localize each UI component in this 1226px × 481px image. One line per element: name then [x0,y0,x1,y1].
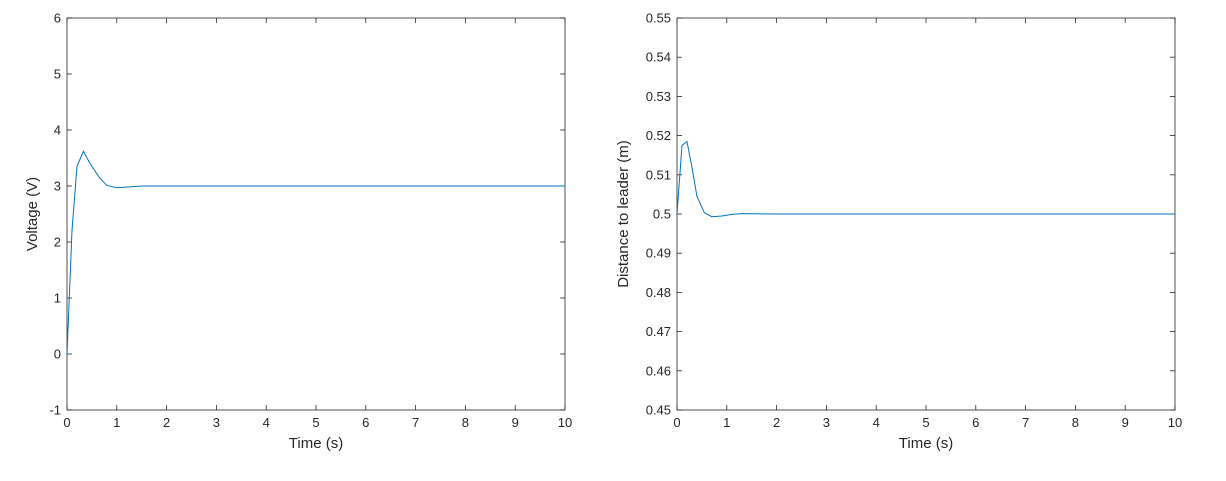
y-tick-label: 0.48 [646,285,671,300]
y-tick-label: 0.5 [653,207,671,222]
x-tick-label: 9 [1122,415,1129,430]
x-tick-label: 0 [63,415,70,430]
y-tick-label: 0.47 [646,324,671,339]
y-tick-label: 0.49 [646,246,671,261]
x-tick-label: 2 [163,415,170,430]
y-tick-label: 3 [54,179,61,194]
y-axis-label: Voltage (V) [24,177,41,251]
x-tick-label: 0 [673,415,680,430]
x-tick-label: 4 [263,415,270,430]
x-tick-label: 6 [972,415,979,430]
distance-plot: 0 1 2 3 4 5 6 7 8 9 10 0.45 0.46 0.47 0.48 0.49 0.5 0.51 0… [615,11,1182,453]
x-tick-label: 2 [773,415,780,430]
y-tick-label: 4 [54,123,61,138]
y-tick-label: 0.45 [646,403,671,418]
x-tick-label: 5 [922,415,929,430]
y-tick-label: 0.51 [646,167,671,182]
x-tick-label: 3 [213,415,220,430]
x-tick-label: 10 [558,415,572,430]
y-tick-label: 6 [54,11,61,26]
x-tick-label: 1 [723,415,730,430]
y-tick-label: 2 [54,235,61,250]
series-line [676,140,1175,218]
y-tick-label: 0.53 [646,89,671,104]
x-axis-label: Time (s) [289,435,343,452]
x-tick-label: 7 [1022,415,1029,430]
x-tick-label: 8 [1072,415,1079,430]
plot-area-box [66,17,566,411]
x-tick-label: 7 [412,415,419,430]
x-tick-label: 10 [1168,415,1182,430]
y-tick-label: 0.55 [646,11,671,26]
x-tick-label: 5 [312,415,319,430]
y-tick-label: 0.52 [646,128,671,143]
y-tick-label: -1 [49,403,61,418]
x-tick-label: 8 [462,415,469,430]
y-tick-label: 0.54 [646,50,671,65]
x-tick-label: 1 [113,415,120,430]
y-axis-label: Distance to leader (m) [615,140,632,288]
x-tick-label: 3 [823,415,830,430]
y-tick-label: 5 [54,67,61,82]
x-tick-label: 4 [873,415,880,430]
x-axis-label: Time (s) [899,435,953,452]
y-tick-label: 0 [54,347,61,362]
y-tick-label: 1 [54,291,61,306]
x-tick-label: 9 [512,415,519,430]
x-tick-label: 6 [362,415,369,430]
series-line [66,150,565,355]
y-tick-label: 0.46 [646,363,671,378]
